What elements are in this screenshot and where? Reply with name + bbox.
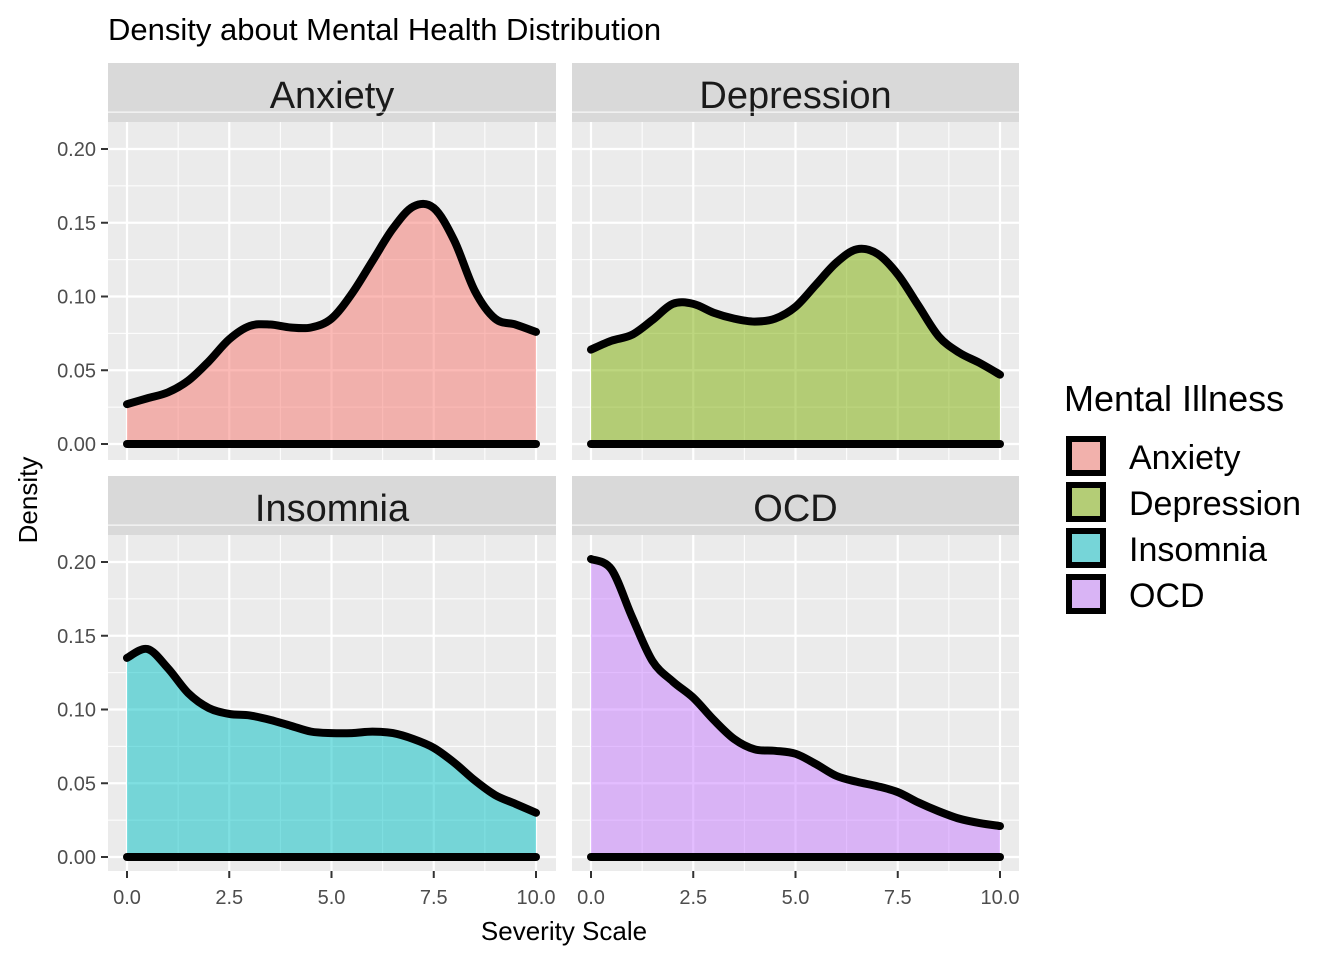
facet-panel: Insomnia (108, 476, 556, 871)
chart-title: Density about Mental Health Distribution (108, 12, 661, 47)
legend-label: Depression (1129, 485, 1301, 523)
axes: 0.00 0.05 0.10 0.15 0.20 0.00 0.05 0.10 0.15 0.20… (57, 139, 1019, 909)
legend-label: Insomnia (1129, 531, 1267, 569)
legend-label: Anxiety (1129, 439, 1241, 477)
y-tick-label: 0.10 (57, 287, 96, 309)
y-tick-label: 0.20 (57, 552, 96, 574)
facet-panel: Anxiety (108, 63, 556, 460)
y-tick-label: 0.20 (57, 139, 96, 161)
facet-strip-label: Insomnia (255, 488, 410, 530)
legend-key (1066, 574, 1106, 614)
facet-strip-label: Anxiety (270, 75, 395, 117)
legend-key (1066, 436, 1106, 476)
x-tick-label: 2.5 (215, 887, 243, 909)
facet-strip-label: Depression (699, 75, 891, 117)
legend-key (1066, 528, 1106, 568)
legend-label: OCD (1129, 577, 1205, 615)
y-tick-label: 0.05 (57, 360, 96, 382)
y-tick-label: 0.05 (57, 773, 96, 795)
density-curve (587, 555, 1004, 831)
y-tick-label: 0.10 (57, 700, 96, 722)
facet-panel: Depression (572, 63, 1019, 460)
y-tick-label: 0.15 (57, 626, 96, 648)
x-tick-label: 0.0 (113, 887, 141, 909)
y-tick-label: 0.00 (57, 434, 96, 456)
x-tick-label: 0.0 (577, 887, 605, 909)
y-axis-title: Density (13, 457, 43, 544)
facet-strip-label: OCD (753, 488, 837, 530)
density-area (591, 559, 1000, 857)
x-tick-label: 10.0 (517, 887, 556, 909)
legend-title: Mental Illness (1064, 378, 1284, 419)
density-area (127, 648, 536, 857)
x-tick-label: 5.0 (318, 887, 346, 909)
density-curve (123, 644, 540, 817)
facet-panels: Anxiety Depression Insomnia OCD (108, 63, 1019, 871)
x-tick-label: 7.5 (420, 887, 448, 909)
density-area (591, 248, 1000, 444)
y-tick-label: 0.15 (57, 213, 96, 235)
facet-panel: OCD (572, 476, 1019, 871)
density-curve (123, 199, 540, 409)
x-tick-label: 5.0 (782, 887, 810, 909)
legend: Mental Illness Anxiety Depression Insomnia… (1064, 378, 1301, 615)
legend-key (1066, 482, 1106, 522)
y-tick-label: 0.00 (57, 847, 96, 869)
x-axis-title: Severity Scale (481, 916, 647, 946)
x-tick-label: 10.0 (981, 887, 1020, 909)
x-tick-label: 7.5 (884, 887, 912, 909)
density-curve (587, 244, 1004, 379)
density-area (127, 203, 536, 444)
x-tick-label: 2.5 (679, 887, 707, 909)
